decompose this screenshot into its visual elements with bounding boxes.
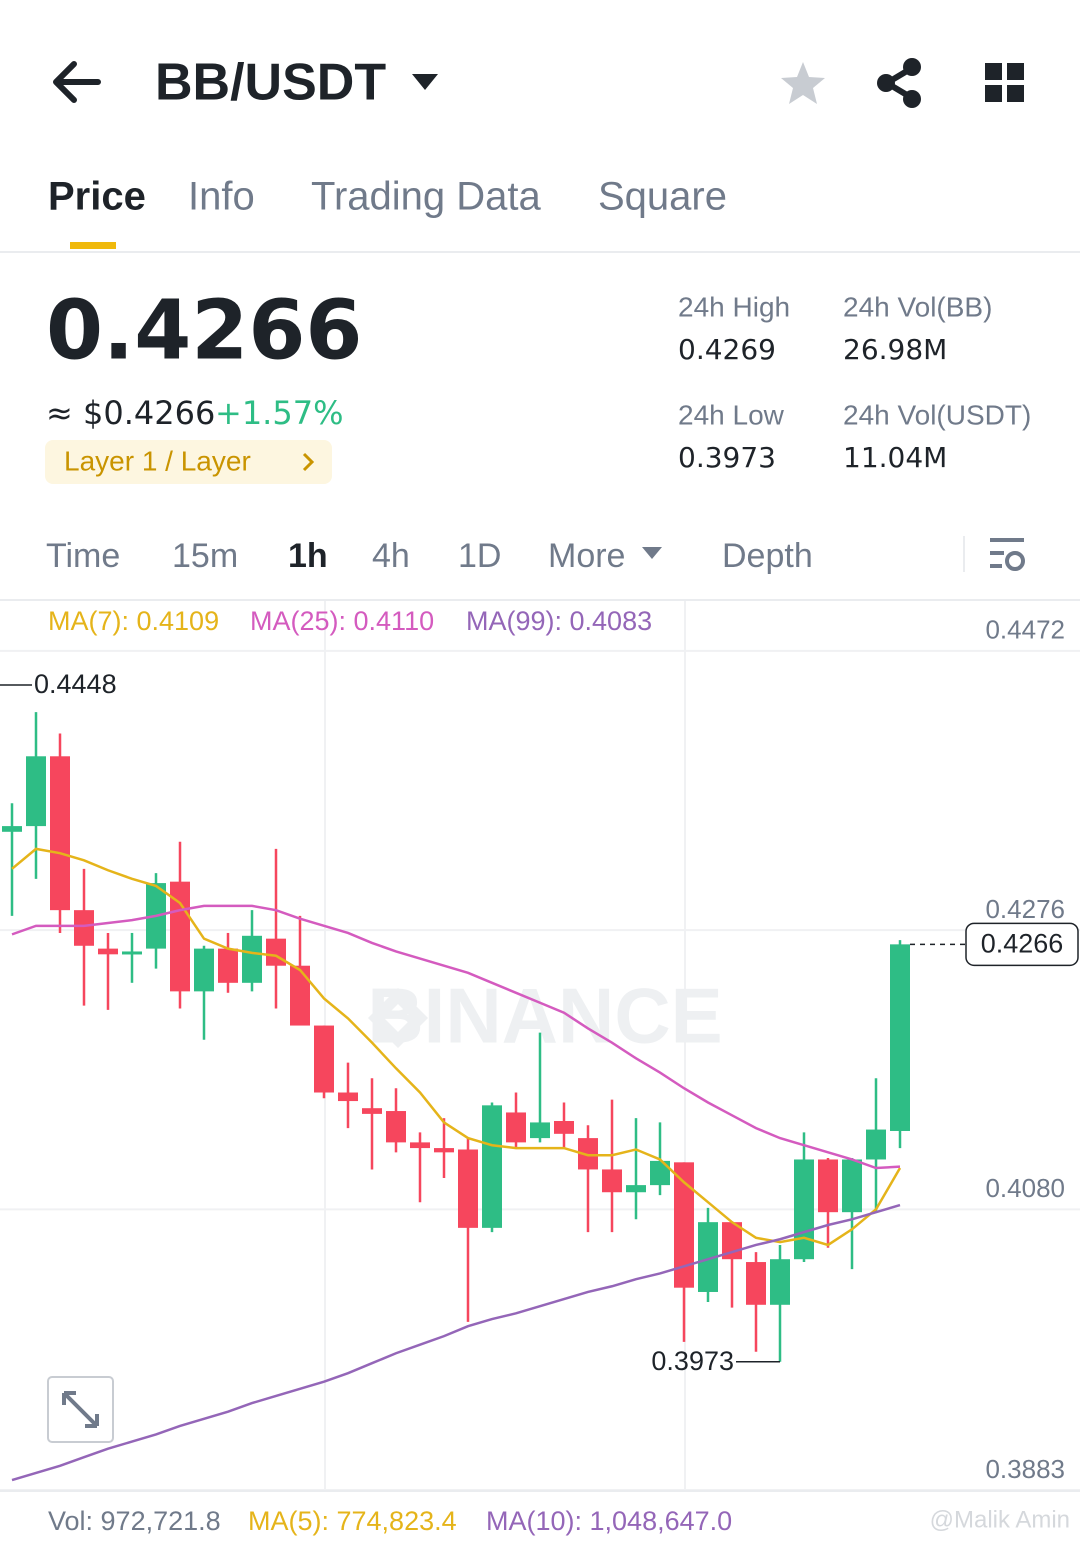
legend-entry: MA(99): 0.4083	[466, 606, 652, 636]
candlestick-chart: BINANCE 0.4472 0.4276 0.4080 0.3883 MA(7): 0…	[0, 601, 1080, 1491]
candle-body	[506, 1112, 526, 1143]
candle-body	[626, 1185, 646, 1193]
divider	[0, 599, 1080, 601]
candle-body	[698, 1222, 718, 1292]
y-tick-label: 0.4276	[985, 894, 1065, 924]
candle-body	[314, 1025, 334, 1093]
stat-label: 24h Vol(BB)	[843, 291, 992, 322]
candle-body	[866, 1129, 886, 1160]
interval[interactable]: Depth	[722, 537, 813, 575]
divider	[0, 251, 1080, 253]
candle-body	[770, 1259, 790, 1305]
watermark: BINANCE	[367, 972, 722, 1060]
volume-ma10: MA(10): 1,048,647.0	[486, 1506, 732, 1536]
tab[interactable]: Price	[48, 175, 146, 219]
candle-body	[482, 1105, 502, 1228]
divider	[963, 536, 965, 572]
candle-body	[26, 756, 46, 827]
share-icon[interactable]	[877, 58, 921, 108]
candle-body	[554, 1121, 574, 1134]
interval[interactable]: 15m	[172, 537, 238, 575]
interval[interactable]: 1D	[458, 537, 501, 575]
tag-text: Layer 1 / Layer	[64, 445, 251, 476]
candle-body	[266, 938, 286, 966]
last-price-box	[965, 922, 1079, 967]
divider	[0, 1490, 1080, 1492]
last-price: 0.4266	[46, 283, 362, 378]
credit: @Malik Amin	[930, 1506, 1070, 1533]
interval[interactable]: 1h	[288, 537, 328, 575]
ma-line	[11, 1203, 901, 1482]
candle-body	[578, 1138, 598, 1170]
stat-label: 24h High	[678, 291, 790, 322]
stat-value: 0.4269	[678, 333, 776, 366]
favorite-star[interactable]	[781, 62, 825, 104]
legend-entry: MA(25): 0.4110	[250, 606, 434, 636]
tab[interactable]: Info	[188, 175, 255, 219]
candle-body	[98, 948, 118, 955]
tag-chevron	[302, 452, 315, 472]
price-change: +1.57%	[215, 394, 343, 432]
candle-body	[794, 1159, 814, 1260]
candle-body	[746, 1262, 766, 1305]
candle-body	[602, 1169, 622, 1193]
candle-body	[122, 951, 142, 955]
legend-entry: MA(7): 0.4109	[48, 606, 219, 636]
usd-price: ≈ $0.4266	[46, 394, 215, 432]
stat-label: 24h Low	[678, 399, 785, 430]
back-button[interactable]	[53, 61, 101, 103]
high-label: 0.4448	[34, 669, 117, 699]
y-tick-label: 0.4080	[985, 1173, 1065, 1203]
candle-body	[218, 948, 238, 983]
tab[interactable]: Trading Data	[311, 175, 542, 219]
pair-title: BB/USDT	[155, 54, 386, 112]
chart-settings-icon[interactable]	[990, 538, 1025, 571]
last-price-label: 0.4266	[981, 928, 1064, 958]
y-tick-label: 0.4472	[985, 615, 1065, 645]
interval[interactable]: 4h	[372, 537, 410, 575]
tab-indicator	[70, 242, 116, 249]
tab[interactable]: Square	[598, 175, 727, 219]
candle-body	[338, 1092, 358, 1102]
expand-icon	[62, 1391, 99, 1428]
candle-body	[290, 965, 310, 1026]
volume: Vol: 972,721.8	[48, 1506, 221, 1536]
candle-body	[194, 948, 214, 992]
candle-body	[2, 826, 22, 832]
y-tick-label: 0.3883	[985, 1454, 1065, 1484]
ma-line	[11, 904, 901, 1170]
more-dropdown	[642, 547, 662, 559]
candle-body	[458, 1149, 478, 1228]
pair-dropdown[interactable]	[412, 74, 438, 90]
interval[interactable]: Time	[46, 537, 120, 575]
candle-body	[50, 756, 70, 911]
candle-body	[842, 1159, 862, 1213]
candle-body	[242, 935, 262, 983]
candle-body	[674, 1162, 694, 1288]
ma-line	[11, 847, 902, 1247]
interval[interactable]: More	[548, 537, 625, 575]
candle-body	[890, 944, 910, 1131]
candle-body	[650, 1160, 670, 1186]
candle-body	[74, 910, 94, 946]
candle-body	[362, 1108, 382, 1114]
stat-label: 24h Vol(USDT)	[843, 399, 1031, 430]
tag-chip[interactable]	[45, 440, 332, 484]
candle-body	[434, 1148, 454, 1153]
stat-value: 0.3973	[678, 441, 776, 474]
low-label: 0.3973	[651, 1346, 734, 1376]
candle-body	[386, 1111, 406, 1143]
watermark-logo	[368, 988, 428, 1048]
grid-menu-icon[interactable]	[985, 63, 1024, 102]
volume-ma5: MA(5): 774,823.4	[248, 1506, 457, 1536]
stat-value: 11.04M	[843, 441, 947, 474]
candle-body	[530, 1122, 550, 1139]
candle-body	[410, 1142, 430, 1149]
stat-value: 26.98M	[843, 333, 947, 366]
candle-body	[818, 1159, 838, 1213]
